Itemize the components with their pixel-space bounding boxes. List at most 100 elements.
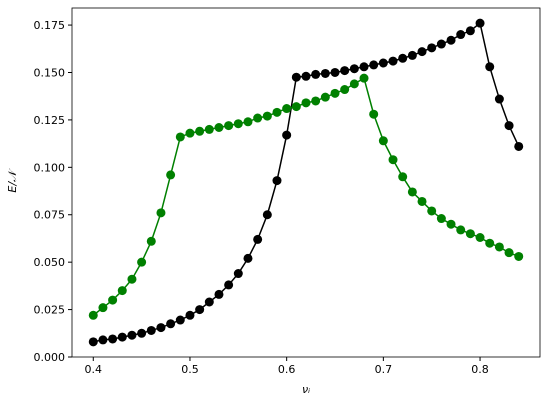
point [98,303,108,313]
point [262,111,272,121]
point [282,104,292,114]
point [311,96,321,106]
point [330,88,340,98]
x-tick-label: 0.5 [181,363,199,376]
point [195,305,205,315]
point [436,214,446,224]
point [98,335,108,345]
point [388,56,398,66]
point [291,102,301,112]
point [504,121,514,131]
point [398,53,408,63]
y-tick-label: 0.150 [34,66,66,79]
point [262,210,272,220]
point [175,315,185,325]
point [407,187,417,197]
point [88,337,98,347]
point [456,225,466,235]
x-tick-label: 0.4 [85,363,103,376]
point [475,18,485,28]
point [465,26,475,36]
point [156,208,166,218]
point [514,141,524,151]
point [166,170,176,180]
plot-frame [71,7,541,358]
point [456,30,466,40]
point [243,253,253,263]
point [475,233,485,243]
point [485,238,495,248]
point [465,229,475,239]
point [349,64,359,74]
point [272,107,282,117]
series-line [92,77,520,316]
point [504,248,514,258]
point [224,121,234,131]
y-tick-label: 0.125 [34,114,66,127]
point [204,124,214,134]
x-tick-label: 0.8 [471,363,489,376]
point [233,119,243,129]
point [127,274,137,284]
point [108,334,118,344]
point [359,73,369,83]
point [204,297,214,307]
point [137,328,147,338]
point [88,310,98,320]
point [320,68,330,78]
point [359,62,369,72]
point [494,242,504,252]
point [146,236,156,246]
point [349,79,359,89]
point [407,50,417,60]
x-tick-label: 0.7 [375,363,393,376]
point [485,62,495,72]
point [427,43,437,53]
point [166,319,176,329]
point [311,69,321,79]
y-axis-label: E/𝒩 [6,168,19,193]
point [185,128,195,138]
point [427,206,437,216]
point [214,122,224,132]
point [388,155,398,165]
y-tick-label: 0.100 [34,161,66,174]
point [417,47,427,57]
point [253,113,263,123]
point [175,132,185,142]
point [137,257,147,267]
point [146,325,156,335]
point [436,39,446,49]
point [378,136,388,146]
point [369,60,379,70]
point [417,196,427,206]
point [117,332,127,342]
point [301,71,311,81]
point [320,92,330,102]
point [378,58,388,68]
y-tick-label: 0.050 [34,256,66,269]
point [195,126,205,136]
point [446,219,456,229]
point [224,280,234,290]
point [369,109,379,119]
point [330,67,340,77]
point [108,295,118,305]
series-line [93,21,520,343]
point [156,323,166,333]
point [291,72,301,82]
point [340,66,350,76]
point [233,269,243,279]
point [117,286,127,296]
point [494,94,504,104]
x-axis-label: νᵢ [302,383,310,396]
point [214,289,224,299]
y-tick-label: 0.175 [34,19,66,32]
y-tick-label: 0.025 [34,304,66,317]
y-tick-label: 0.000 [34,351,66,364]
point [272,176,282,186]
point [301,98,311,108]
point [514,251,524,261]
point [253,234,263,244]
